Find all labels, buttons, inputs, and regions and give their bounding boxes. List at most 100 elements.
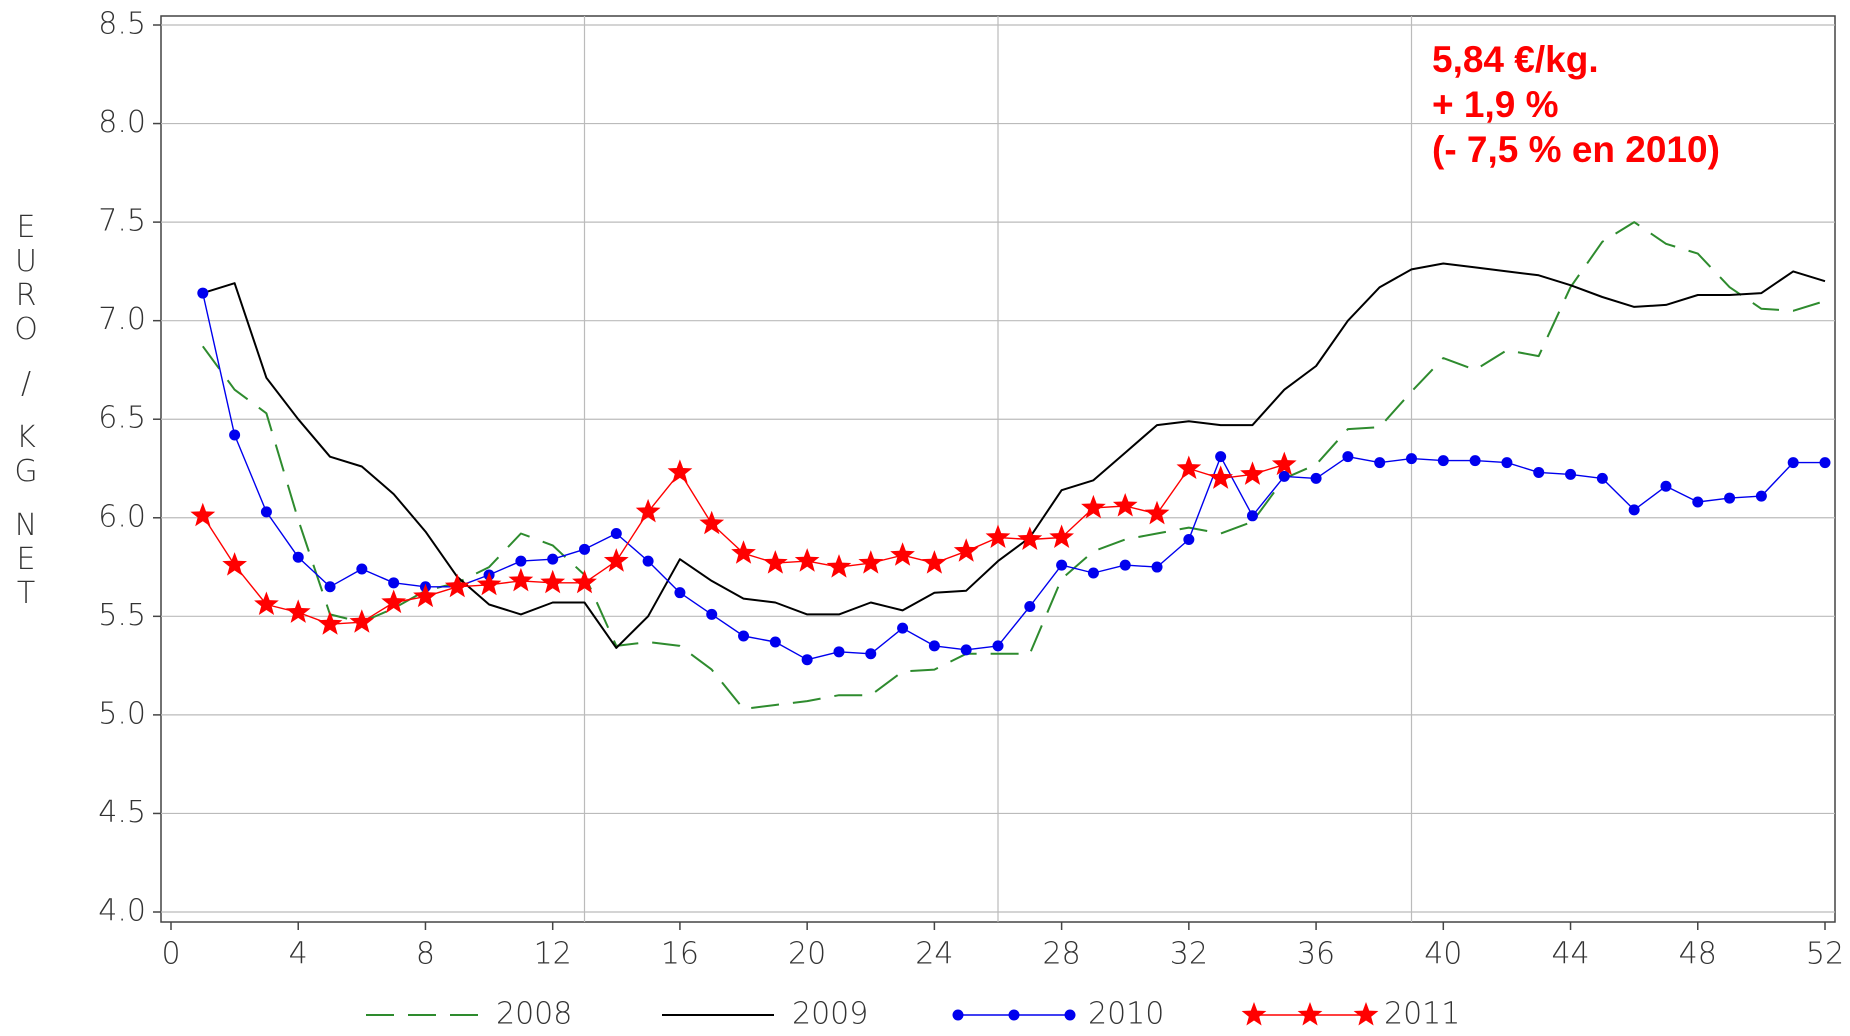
point <box>1469 455 1481 467</box>
point <box>833 646 845 658</box>
series-line <box>202 262 1826 649</box>
point <box>1112 493 1138 517</box>
legend-label: 2010 <box>1088 997 1164 1032</box>
y-tick-label: 8.5 <box>98 7 146 42</box>
point <box>865 648 877 660</box>
point <box>1437 455 1449 467</box>
point <box>1755 490 1767 502</box>
x-tick-label: 32 <box>1170 937 1208 972</box>
point <box>858 550 884 574</box>
point <box>349 609 375 633</box>
point <box>547 553 559 565</box>
point <box>890 542 915 566</box>
point <box>1533 466 1545 478</box>
point <box>1024 600 1036 612</box>
point <box>1183 533 1195 545</box>
x-tick-label: 16 <box>661 937 699 972</box>
y-tick-label: 6.5 <box>98 401 146 436</box>
point <box>1240 461 1265 485</box>
point <box>1819 457 1831 469</box>
point <box>1596 472 1608 484</box>
x-tick-label: 8 <box>416 937 435 972</box>
point <box>769 636 781 648</box>
series-line <box>202 292 1825 661</box>
point <box>222 552 247 576</box>
x-tick-label: 52 <box>1806 937 1844 972</box>
y-tick-label: 8.0 <box>98 105 146 140</box>
point <box>476 571 502 596</box>
point <box>1017 526 1043 550</box>
point <box>1278 470 1290 482</box>
x-tick-label: 20 <box>788 937 826 972</box>
point <box>254 591 279 615</box>
point <box>1310 472 1322 484</box>
point <box>356 563 368 575</box>
point <box>992 640 1004 652</box>
x-tick-label: 12 <box>534 937 572 972</box>
point <box>667 459 693 483</box>
point <box>1208 465 1233 489</box>
point <box>826 554 852 578</box>
point <box>1176 455 1202 479</box>
point <box>1565 468 1577 480</box>
y-tick-label: 7.0 <box>98 302 146 337</box>
point <box>292 551 304 563</box>
legend-label: 2008 <box>496 997 572 1032</box>
x-tick-label: 24 <box>915 937 953 972</box>
point <box>579 543 590 555</box>
annotation: 5,84 €/kg. <box>1432 39 1599 80</box>
point <box>381 589 406 614</box>
point <box>922 550 947 574</box>
point <box>1628 504 1640 516</box>
point <box>1660 480 1672 492</box>
point <box>1787 457 1799 469</box>
point <box>1271 451 1297 476</box>
y-tick-label: 5.0 <box>98 696 146 731</box>
legend-marker <box>1008 1009 1020 1021</box>
point <box>699 510 725 535</box>
point <box>603 548 629 572</box>
point <box>985 524 1011 548</box>
legend-marker <box>1064 1009 1076 1021</box>
x-tick-label: 4 <box>289 937 308 972</box>
point <box>801 654 813 666</box>
legend-marker <box>952 1009 964 1021</box>
point <box>928 640 940 652</box>
point <box>763 550 788 574</box>
point <box>508 567 534 592</box>
point <box>731 540 756 564</box>
point <box>540 569 566 594</box>
x-tick-label: 48 <box>1679 937 1717 972</box>
point <box>444 573 470 598</box>
y-tick-label: 4.0 <box>98 894 146 929</box>
point <box>1151 561 1163 573</box>
x-tick-label: 40 <box>1424 937 1462 972</box>
legend-label: 2011 <box>1384 997 1460 1032</box>
legend-label: 2009 <box>792 997 868 1032</box>
point <box>1081 494 1106 519</box>
point <box>1374 457 1386 469</box>
point <box>1144 500 1170 525</box>
point <box>706 608 718 620</box>
legend-marker <box>1241 1002 1267 1026</box>
point <box>260 506 272 518</box>
y-tick-label: 5.5 <box>98 598 146 633</box>
series-line <box>201 221 1826 710</box>
point <box>388 577 400 589</box>
point <box>960 644 972 656</box>
point <box>1056 559 1068 571</box>
annotation: + 1,9 % <box>1432 84 1559 125</box>
x-tick-label: 36 <box>1297 937 1335 972</box>
point <box>515 555 527 567</box>
point <box>1501 457 1513 469</box>
point <box>229 429 241 441</box>
x-tick-label: 28 <box>1043 937 1081 972</box>
point <box>324 581 336 593</box>
point <box>738 630 750 642</box>
point <box>953 538 979 562</box>
point <box>1119 559 1131 571</box>
point <box>1215 451 1227 463</box>
point <box>635 498 661 523</box>
